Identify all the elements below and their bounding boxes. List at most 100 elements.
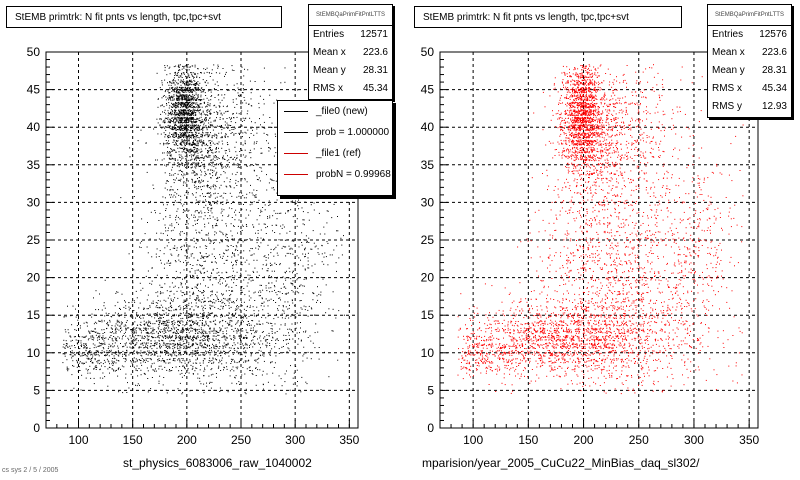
data-point — [180, 180, 181, 182]
data-point — [166, 74, 168, 76]
data-point — [148, 335, 150, 337]
data-point — [188, 139, 190, 141]
data-point — [157, 359, 159, 360]
data-point — [86, 348, 88, 349]
data-point — [186, 197, 187, 199]
data-point — [237, 307, 239, 309]
data-point — [234, 249, 236, 251]
data-point — [189, 291, 191, 293]
data-point — [180, 96, 182, 98]
data-point — [147, 332, 149, 334]
data-point — [172, 117, 174, 119]
data-point — [210, 241, 212, 243]
data-point — [163, 95, 165, 96]
data-point — [180, 284, 182, 286]
data-point — [113, 345, 115, 347]
data-point — [203, 301, 205, 302]
data-point — [263, 360, 265, 362]
data-point — [139, 329, 141, 331]
data-point — [178, 98, 180, 99]
data-point — [94, 359, 96, 361]
data-point — [213, 201, 215, 203]
data-point — [189, 264, 191, 265]
data-point — [180, 142, 181, 144]
data-point — [208, 335, 210, 337]
data-point — [311, 308, 313, 310]
data-point — [87, 353, 89, 355]
data-point — [182, 175, 184, 177]
data-point — [222, 325, 224, 327]
data-point — [201, 344, 203, 346]
data-point — [171, 150, 173, 152]
data-point — [241, 92, 243, 93]
data-point — [118, 322, 120, 324]
data-point — [181, 87, 182, 89]
data-point — [209, 332, 211, 334]
data-point — [177, 320, 179, 322]
data-point — [92, 343, 94, 345]
data-point — [206, 332, 208, 334]
data-point — [193, 216, 195, 218]
data-point — [250, 327, 252, 329]
data-point — [174, 109, 176, 111]
data-point — [194, 136, 196, 137]
data-point — [175, 114, 177, 116]
data-point — [253, 292, 255, 294]
data-point — [181, 151, 183, 153]
data-point — [150, 343, 152, 345]
data-point — [280, 82, 282, 84]
data-point — [260, 229, 262, 231]
data-point — [240, 335, 242, 337]
data-point — [185, 107, 187, 109]
data-point — [115, 370, 116, 372]
data-point — [196, 329, 198, 331]
data-point — [242, 117, 244, 119]
data-point — [222, 204, 224, 205]
data-point — [231, 314, 233, 316]
data-point — [242, 132, 244, 134]
data-point — [223, 252, 224, 254]
data-point — [252, 127, 254, 128]
data-point — [191, 156, 192, 158]
data-point — [240, 339, 241, 341]
data-point — [192, 141, 194, 143]
data-point — [214, 126, 216, 128]
data-point — [201, 106, 203, 108]
data-point — [239, 332, 241, 334]
data-point — [223, 171, 225, 172]
data-point — [117, 321, 119, 323]
data-point — [182, 111, 184, 113]
data-point — [191, 65, 193, 67]
data-point — [169, 113, 171, 115]
data-point — [163, 253, 165, 255]
data-point — [152, 303, 154, 304]
data-point — [191, 150, 193, 152]
data-point — [183, 142, 185, 144]
data-point — [197, 135, 199, 136]
data-point — [197, 297, 199, 299]
data-point — [225, 193, 227, 194]
data-point — [224, 338, 226, 340]
data-point — [197, 358, 198, 360]
data-point — [218, 126, 220, 127]
data-point — [170, 154, 172, 156]
data-point — [170, 298, 172, 300]
data-point — [113, 355, 115, 357]
data-point — [167, 124, 169, 126]
data-point — [181, 94, 183, 96]
data-point — [145, 342, 147, 344]
data-point — [232, 252, 233, 254]
data-point — [207, 152, 209, 154]
data-point — [152, 329, 154, 331]
data-point — [197, 109, 199, 111]
data-point — [190, 150, 192, 152]
data-point — [199, 270, 201, 272]
data-point — [180, 133, 182, 134]
data-point — [238, 381, 240, 383]
data-point — [191, 135, 193, 137]
data-point — [132, 330, 134, 332]
data-point — [191, 202, 193, 204]
data-point — [175, 125, 177, 126]
data-point — [191, 214, 192, 216]
data-point — [269, 147, 271, 149]
